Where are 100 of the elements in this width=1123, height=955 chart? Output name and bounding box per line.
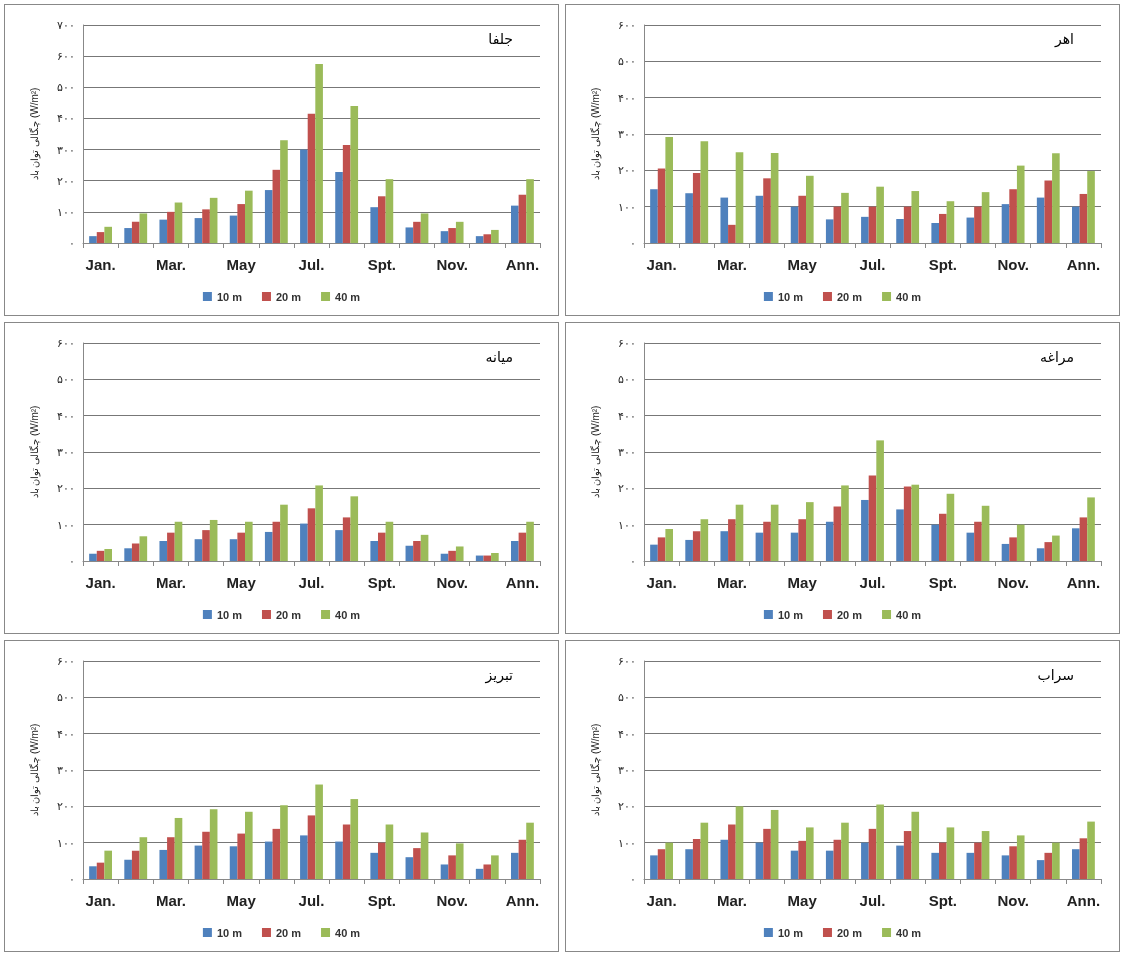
- y-tick-label: ۱۰۰: [57, 205, 75, 218]
- bar: [280, 504, 288, 561]
- x-tick-label: Jul.: [859, 256, 886, 273]
- bar: [720, 197, 729, 243]
- y-tick-label: ۶۰۰: [57, 50, 75, 63]
- bar: [770, 809, 779, 879]
- y-tick-label: ۱۰۰: [618, 836, 636, 849]
- bar: [194, 539, 203, 561]
- bar: [96, 862, 105, 879]
- bar: [245, 521, 253, 561]
- bar: [841, 822, 849, 879]
- x-tick-label: Nov.: [436, 256, 468, 273]
- bar: [665, 529, 673, 561]
- y-tick-label: ۶۰۰: [57, 337, 75, 349]
- bar: [876, 804, 884, 879]
- bar: [790, 850, 799, 879]
- bar: [315, 63, 323, 243]
- legend-label: 40 m: [896, 290, 922, 303]
- y-tick-label: ۰: [69, 237, 75, 249]
- x-tick-label: Jan.: [85, 574, 116, 591]
- bar: [237, 833, 245, 879]
- chart-title: مراغه: [1040, 349, 1075, 366]
- bar: [483, 555, 492, 561]
- bar: [825, 219, 834, 243]
- bar: [692, 531, 701, 561]
- bar: [1072, 849, 1080, 879]
- bar: [1044, 180, 1053, 243]
- bar: [931, 852, 939, 879]
- bar: [209, 809, 218, 879]
- bar: [229, 846, 238, 879]
- bar: [335, 841, 343, 879]
- bar: [1072, 528, 1080, 561]
- bar: [868, 828, 877, 879]
- bar: [229, 215, 238, 243]
- bar: [440, 231, 449, 243]
- x-tick-label: May: [226, 256, 257, 273]
- y-tick-label: ۳۰۰: [618, 128, 636, 140]
- bar: [1052, 535, 1060, 561]
- bar: [1072, 206, 1080, 243]
- x-tick-label: Jul.: [298, 256, 325, 273]
- bar: [1001, 204, 1010, 243]
- y-tick-label: ۳۰۰: [57, 446, 75, 458]
- bar: [511, 541, 519, 561]
- x-tick-label: Jan.: [646, 256, 677, 273]
- legend-label: 10 m: [777, 608, 804, 621]
- y-tick-label: ۱۰۰: [618, 518, 636, 531]
- y-tick-label: ۵۰۰: [57, 81, 75, 94]
- bar: [342, 144, 351, 243]
- bar: [335, 530, 343, 561]
- bar: [735, 152, 744, 243]
- bar: [650, 855, 658, 879]
- x-tick-label: Nov.: [997, 892, 1029, 909]
- x-tick-label: Mar.: [716, 574, 747, 591]
- bar: [335, 171, 343, 243]
- y-tick-label: ۶۰۰: [618, 19, 636, 31]
- y-tick-label: ۱۰۰: [57, 518, 75, 531]
- bar: [966, 217, 975, 243]
- bar: [491, 855, 499, 879]
- y-tick-label: ۴۰۰: [57, 409, 75, 422]
- y-tick-label: ۵۰۰: [57, 691, 75, 704]
- legend-label: 20 m: [836, 608, 863, 621]
- bar: [1001, 543, 1010, 561]
- bar: [1052, 153, 1060, 243]
- bar: [981, 505, 990, 561]
- bar: [448, 550, 456, 561]
- x-tick-label: Spt.: [928, 256, 957, 273]
- legend-label: 40 m: [896, 926, 922, 939]
- bar: [131, 543, 140, 561]
- y-axis-title: چگالی توان باد (W/m²): [28, 723, 41, 817]
- bar: [1079, 517, 1088, 561]
- bar: [413, 848, 421, 879]
- legend-label: 10 m: [777, 290, 804, 303]
- x-tick-label: Mar.: [716, 892, 747, 909]
- bar: [974, 206, 982, 243]
- x-tick-label: Jan.: [646, 892, 677, 909]
- bar: [911, 191, 920, 243]
- bar: [511, 852, 519, 879]
- bar: [448, 228, 456, 243]
- bar: [300, 523, 308, 561]
- y-tick-label: ۳۰۰: [618, 764, 636, 776]
- bar: [350, 799, 359, 879]
- bar: [911, 811, 920, 879]
- bar: [861, 842, 869, 879]
- y-tick-label: ۲۰۰: [57, 174, 75, 187]
- bar: [931, 524, 939, 561]
- bar: [209, 519, 218, 561]
- bar: [405, 857, 414, 879]
- bar: [825, 521, 834, 561]
- bar: [1079, 838, 1088, 879]
- bar: [896, 219, 904, 243]
- bar: [939, 213, 947, 243]
- bar: [700, 141, 709, 243]
- bar: [1036, 860, 1045, 879]
- bar: [475, 868, 484, 879]
- legend-label: 40 m: [335, 608, 361, 621]
- x-tick-label: Nov.: [436, 892, 468, 909]
- bar: [202, 831, 210, 879]
- bar: [657, 849, 666, 879]
- bar: [790, 532, 799, 561]
- bar: [420, 534, 429, 561]
